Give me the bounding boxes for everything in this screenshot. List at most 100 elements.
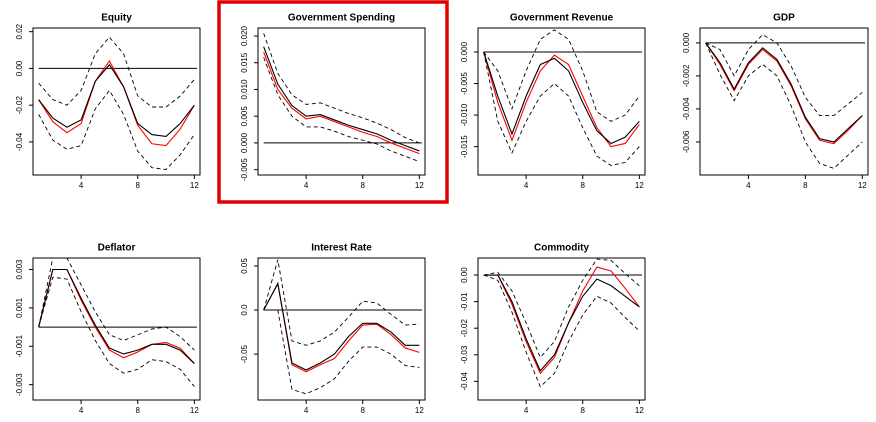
band-line: [263, 57, 420, 163]
y-tick-label: -0.03: [460, 345, 469, 364]
x-tick-label: 12: [190, 181, 199, 190]
plot-frame: [32, 27, 201, 176]
band-line: [483, 274, 640, 388]
x-tick-label: 12: [415, 181, 424, 190]
panel-title: Government Revenue: [510, 13, 614, 24]
response-line: [38, 268, 195, 364]
plot-frame: [257, 27, 426, 176]
y-tick-label: 0.000: [460, 41, 469, 62]
y-tick-label: 0.003: [15, 259, 24, 280]
y-tick-label: 0.00: [15, 60, 24, 76]
band-line: [38, 36, 195, 108]
y-tick-label: 0.001: [15, 297, 24, 318]
y-tick-label: 0.0: [240, 304, 249, 316]
y-tick-label: 0.00: [460, 267, 469, 283]
plot-frame: [477, 257, 646, 401]
x-tick-label: 12: [190, 406, 199, 415]
x-tick-label: 12: [858, 181, 867, 190]
band-line: [38, 276, 195, 387]
response-line: [483, 51, 640, 148]
x-tick-label: 12: [635, 181, 644, 190]
band-line: [263, 309, 420, 395]
y-tick-label: -0.02: [460, 319, 469, 338]
plot-frame: [32, 257, 201, 401]
y-tick-label: 0.05: [240, 258, 249, 274]
x-tick-label: 12: [415, 406, 424, 415]
y-tick-label: -0.006: [682, 130, 691, 153]
panel: Deflator 4 8 12 0.003 0.001 -0.001 -0.003: [15, 243, 201, 415]
response-line: [483, 266, 640, 375]
plot-frame: [477, 27, 646, 176]
x-tick-label: 8: [136, 406, 141, 415]
panel: Equity 4 8 12 0.02 0.00 -0.02 -0.04: [15, 13, 201, 190]
x-tick-label: 8: [361, 406, 366, 415]
y-tick-label: 0.020: [240, 25, 249, 46]
y-tick-label: -0.005: [240, 158, 249, 181]
panel-title: GDP: [773, 13, 795, 24]
band-line: [705, 42, 863, 169]
x-tick-label: 12: [635, 406, 644, 415]
y-tick-label: -0.04: [15, 132, 24, 151]
band-line: [38, 89, 195, 170]
y-tick-label: -0.002: [682, 64, 691, 87]
y-tick-label: 0.010: [240, 79, 249, 100]
band-line: [483, 29, 640, 122]
response-line: [263, 281, 420, 371]
plot-frame: [257, 257, 426, 401]
panel: Commodity 4 8 12 0.00 -0.01 -0.02 -0.03 -0.04: [460, 243, 646, 415]
y-tick-label: -0.01: [460, 292, 469, 311]
y-tick-label: -0.003: [15, 373, 24, 396]
band-line: [483, 258, 640, 359]
panel: Interest Rate 4 8 12 0.05 0.0 -0.05: [240, 243, 426, 415]
response-line: [483, 274, 640, 372]
x-tick-label: 4: [79, 406, 84, 415]
y-tick-label: -0.015: [460, 135, 469, 158]
response-line: [263, 51, 420, 155]
x-tick-label: 8: [581, 406, 586, 415]
x-tick-label: 4: [524, 181, 529, 190]
response-line: [263, 46, 420, 152]
x-tick-label: 4: [746, 181, 751, 190]
band-line: [705, 34, 863, 116]
band-line: [263, 33, 420, 144]
response-line: [483, 51, 640, 145]
y-tick-label: -0.005: [460, 72, 469, 95]
x-tick-label: 4: [304, 181, 309, 190]
panel-title: Equity: [101, 13, 132, 24]
response-line: [705, 42, 863, 145]
y-tick-label: -0.010: [460, 103, 469, 126]
response-line: [705, 42, 863, 143]
band-line: [263, 259, 420, 346]
y-tick-label: -0.004: [682, 97, 691, 120]
panel-title: Government Spending: [288, 13, 395, 24]
panel: GDP 4 8 12 0.000 -0.002 -0.004 -0.006: [682, 13, 869, 190]
y-tick-label: 0.005: [240, 106, 249, 127]
y-tick-label: -0.05: [240, 344, 249, 363]
x-tick-label: 8: [803, 181, 808, 190]
y-tick-label: -0.04: [460, 372, 469, 391]
band-line: [483, 51, 640, 167]
x-tick-label: 4: [79, 181, 84, 190]
response-line: [38, 268, 195, 364]
response-line: [38, 60, 195, 147]
highlight-box: [217, 0, 449, 204]
x-tick-label: 4: [304, 406, 309, 415]
plot-frame: [699, 27, 869, 176]
y-tick-label: 0.015: [240, 52, 249, 73]
panel-title: Commodity: [534, 243, 589, 254]
panel: Government Spending 4 8 12 0.020 0.015 0.010 0.…: [217, 0, 449, 204]
band-line: [38, 257, 195, 351]
panel-title: Interest Rate: [311, 243, 372, 254]
response-line: [38, 63, 195, 137]
y-tick-label: -0.02: [15, 96, 24, 115]
panel: Government Revenue 4 8 12 0.000 -0.005 -0.010 -…: [460, 13, 646, 190]
x-tick-label: 8: [581, 181, 586, 190]
y-tick-label: 0.02: [15, 23, 24, 39]
x-tick-label: 4: [524, 406, 529, 415]
panel-title: Deflator: [98, 243, 136, 254]
y-tick-label: 0.000: [682, 32, 691, 53]
x-tick-label: 8: [361, 181, 366, 190]
y-tick-label: 0.000: [240, 132, 249, 153]
